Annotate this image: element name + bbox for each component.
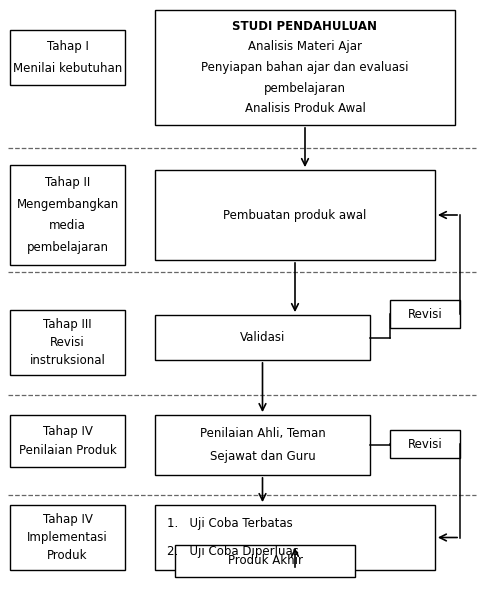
Text: Sejawat dan Guru: Sejawat dan Guru [210,450,316,463]
Bar [155,505,435,570]
Text: media: media [49,219,86,232]
Text: pembelajaran: pembelajaran [27,241,108,254]
Text: Tahap IV: Tahap IV [43,424,92,437]
Text: Analisis Materi Ajar: Analisis Materi Ajar [248,40,362,53]
Bar [390,430,460,458]
Text: 1.   Uji Coba Terbatas: 1. Uji Coba Terbatas [167,518,293,531]
Bar [10,310,125,375]
Text: Menilai kebutuhan: Menilai kebutuhan [13,61,122,74]
Text: Tahap IV: Tahap IV [43,513,92,526]
Text: Produk: Produk [47,549,88,562]
Bar [10,415,125,467]
Bar [155,10,455,125]
Text: Revisi: Revisi [50,336,85,349]
Text: pembelajaran: pembelajaran [264,82,346,95]
Bar [390,300,460,328]
Text: Implementasi: Implementasi [27,531,108,544]
Text: Penilaian Produk: Penilaian Produk [18,444,116,457]
Text: Revisi: Revisi [408,437,442,450]
Text: Mengembangkan: Mengembangkan [16,197,119,210]
Text: Pembuatan produk awal: Pembuatan produk awal [223,209,367,222]
Bar [155,170,435,260]
Text: Penilaian Ahli, Teman: Penilaian Ahli, Teman [199,427,325,440]
Bar [10,165,125,265]
Text: Validasi: Validasi [240,331,285,344]
Bar [155,315,370,360]
Bar [10,505,125,570]
Bar [155,415,370,475]
Text: Tahap II: Tahap II [45,176,90,189]
Text: Penyiapan bahan ajar dan evaluasi: Penyiapan bahan ajar dan evaluasi [201,61,409,74]
Text: Tahap III: Tahap III [43,318,92,331]
Bar [175,545,355,577]
Text: STUDI PENDAHULUAN: STUDI PENDAHULUAN [232,20,378,33]
Text: instruksional: instruksional [30,354,106,367]
Text: Produk Akhir: Produk Akhir [227,554,302,567]
Text: 2.   Uji Coba Diperluas: 2. Uji Coba Diperluas [167,544,299,557]
Text: Revisi: Revisi [408,307,442,320]
Text: Analisis Produk Awal: Analisis Produk Awal [244,102,365,115]
Text: Tahap I: Tahap I [46,40,89,53]
Bar [10,30,125,85]
